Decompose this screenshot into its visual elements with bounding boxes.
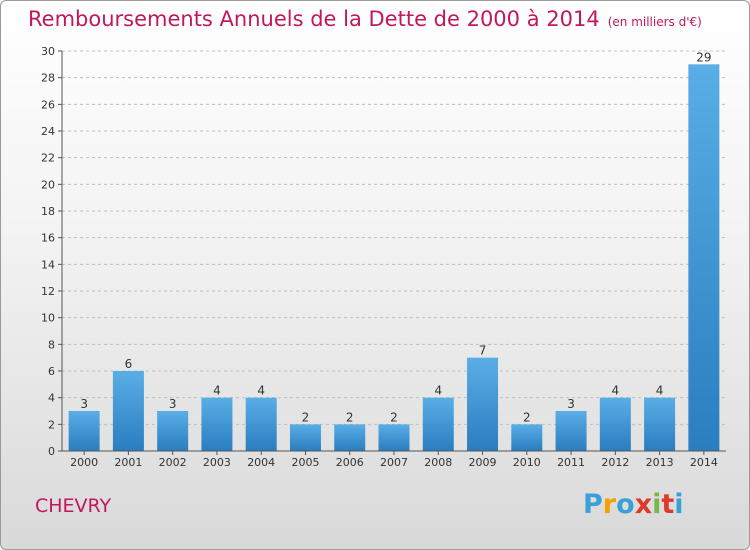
bar xyxy=(422,397,454,451)
x-tick-label: 2006 xyxy=(336,456,364,469)
x-tick-label: 2000 xyxy=(70,456,98,469)
data-label: 7 xyxy=(479,344,487,358)
x-tick-label: 2014 xyxy=(690,456,718,469)
x-axis: 2000 2001 2002 2003 2004 2005 2006 2007 2008 2009… xyxy=(62,450,726,469)
bar xyxy=(289,424,321,451)
bar xyxy=(511,424,543,451)
x-tick-label: 2003 xyxy=(203,456,231,469)
y-tick-label: 6 xyxy=(48,365,55,378)
bar xyxy=(112,371,144,451)
data-label: 4 xyxy=(434,384,442,398)
y-tick-label: 20 xyxy=(41,178,55,191)
proxiti-logo: Proxiti xyxy=(583,489,684,520)
data-label: 3 xyxy=(169,397,177,411)
chart-unit: (en milliers d'€) xyxy=(607,15,702,29)
bar xyxy=(334,424,366,451)
data-label: 2 xyxy=(346,410,354,424)
x-tick-label: 2001 xyxy=(114,456,142,469)
y-tick-label: 14 xyxy=(41,258,55,271)
bar xyxy=(644,397,676,451)
bars: 3 6 3 4 4 2 2 2 4 7 2 3 4 4 29 xyxy=(68,50,720,452)
y-tick-label: 2 xyxy=(48,418,55,431)
data-label: 3 xyxy=(80,397,88,411)
y-tick-label: 8 xyxy=(48,338,55,351)
x-tick-label: 2011 xyxy=(557,456,585,469)
bar xyxy=(378,424,410,451)
y-tick-label: 30 xyxy=(41,45,55,58)
bar xyxy=(201,397,233,451)
bar xyxy=(555,411,587,451)
place-name: CHEVRY xyxy=(35,495,112,517)
bar xyxy=(599,397,631,451)
y-tick-label: 24 xyxy=(41,125,55,138)
x-tick-label: 2004 xyxy=(247,456,275,469)
data-label: 4 xyxy=(213,384,221,398)
data-label: 6 xyxy=(125,357,133,371)
chart-title: Remboursements Annuels de la Dette de 20… xyxy=(28,7,702,31)
bar xyxy=(68,411,100,451)
x-tick-label: 2005 xyxy=(291,456,319,469)
x-tick-label: 2010 xyxy=(513,456,541,469)
bar xyxy=(467,357,499,451)
data-label: 4 xyxy=(656,384,664,398)
x-tick-label: 2013 xyxy=(646,456,674,469)
x-tick-label: 2008 xyxy=(424,456,452,469)
data-label: 29 xyxy=(696,50,711,64)
data-label: 2 xyxy=(523,410,531,424)
y-tick-label: 12 xyxy=(41,285,55,298)
data-label: 2 xyxy=(390,410,398,424)
y-tick-label: 16 xyxy=(41,232,55,245)
bar xyxy=(245,397,277,451)
x-tick-label: 2009 xyxy=(469,456,497,469)
data-label: 4 xyxy=(257,384,265,398)
gridlines xyxy=(62,50,726,425)
data-label: 4 xyxy=(612,384,620,398)
bar xyxy=(688,64,720,452)
y-tick-label: 28 xyxy=(41,72,55,85)
chart-title-text: Remboursements Annuels de la Dette de 20… xyxy=(28,7,600,31)
y-tick-label: 18 xyxy=(41,205,55,218)
y-tick-label: 22 xyxy=(41,152,55,165)
data-label: 3 xyxy=(567,397,575,411)
data-label: 2 xyxy=(302,410,310,424)
x-tick-label: 2007 xyxy=(380,456,408,469)
y-tick-label: 26 xyxy=(41,98,55,111)
bar xyxy=(157,411,189,451)
y-tick-label: 0 xyxy=(48,445,55,458)
x-tick-label: 2002 xyxy=(159,456,187,469)
y-tick-label: 4 xyxy=(48,392,55,405)
x-tick-label: 2012 xyxy=(601,456,629,469)
y-tick-label: 10 xyxy=(41,312,55,325)
